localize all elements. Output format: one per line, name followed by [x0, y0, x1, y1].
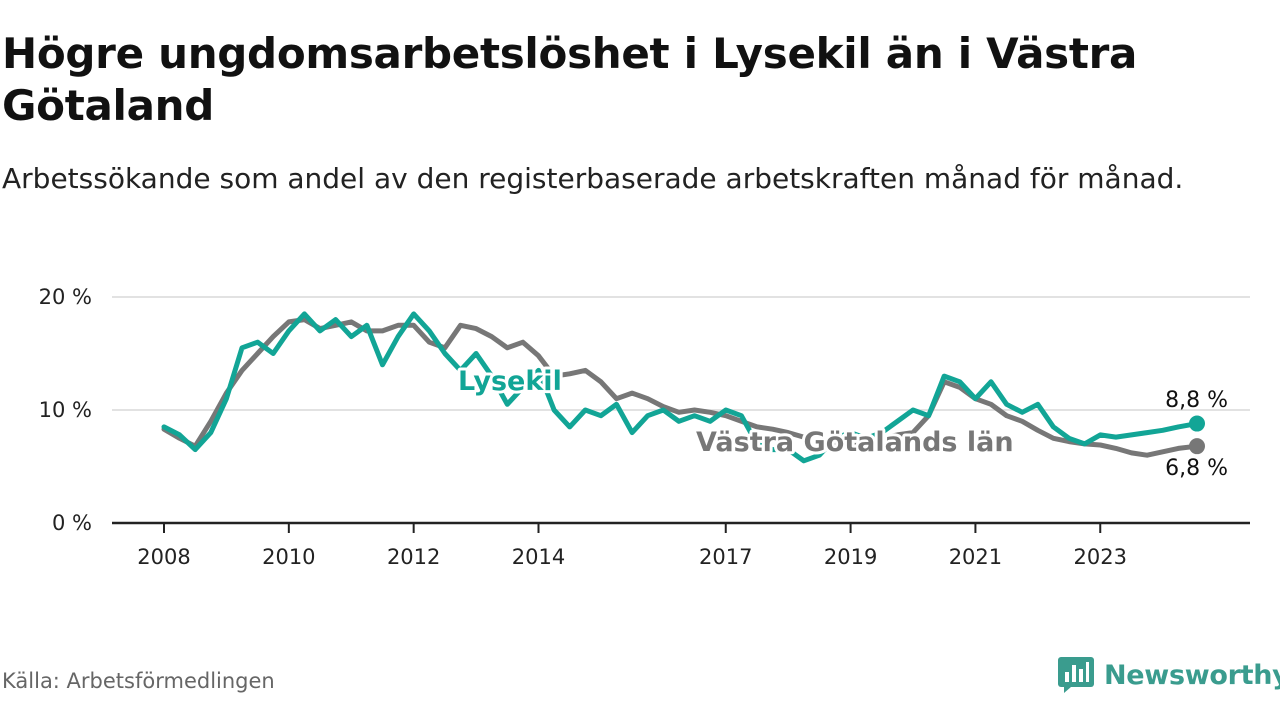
line-chart: 0 % 10 % 20 % 2008 2010 2012 2014 2017 2019 2021 2…: [39, 285, 1250, 569]
y-tick-label: 20 %: [39, 285, 92, 309]
end-point-lysekil: [1189, 415, 1205, 432]
source-note: Källa: Arbetsförmedlingen: [2, 669, 275, 693]
x-tick-label: 2012: [387, 545, 440, 569]
x-tick-label: 2017: [699, 545, 752, 569]
end-label-vastra-gotaland: 6,8 %: [1165, 456, 1228, 481]
series-line-vastra-gotaland: [161, 317, 1200, 458]
chart-subtitle: Arbetssökande som andel av den registerb…: [2, 162, 1184, 195]
series-label-lysekil: Lysekil: [458, 366, 562, 397]
series-label-vastra-gotaland: Västra Götalands län: [696, 427, 1014, 458]
y-tick-label: 10 %: [39, 398, 92, 422]
x-tick-label: 2023: [1074, 545, 1127, 569]
bar-chart-icon: [1058, 657, 1094, 693]
labels: 0 % 10 % 20 % 2008 2010 2012 2014 2017 2019 2021 2…: [39, 285, 1228, 569]
x-axis: [112, 521, 1250, 533]
x-tick-label: 2010: [262, 545, 315, 569]
x-tick-label: 2019: [824, 545, 877, 569]
x-tick-label: 2008: [137, 545, 190, 569]
end-label-lysekil: 8,8 %: [1165, 388, 1228, 413]
grid-lines: [112, 296, 1250, 411]
chart-title: Högre ungdomsarbetslöshet i Lysekil än i…: [2, 29, 1138, 130]
series-line-lysekil: [161, 311, 1200, 464]
y-tick-label: 0 %: [52, 511, 92, 535]
end-point-vastra-gotaland: [1189, 438, 1205, 455]
x-tick-label: 2014: [512, 545, 565, 569]
series-lines: [161, 311, 1205, 464]
brand-name: Newsworthy: [1104, 659, 1280, 691]
brand-logo[interactable]: Newsworthy: [1058, 655, 1280, 695]
x-tick-label: 2021: [949, 545, 1002, 569]
